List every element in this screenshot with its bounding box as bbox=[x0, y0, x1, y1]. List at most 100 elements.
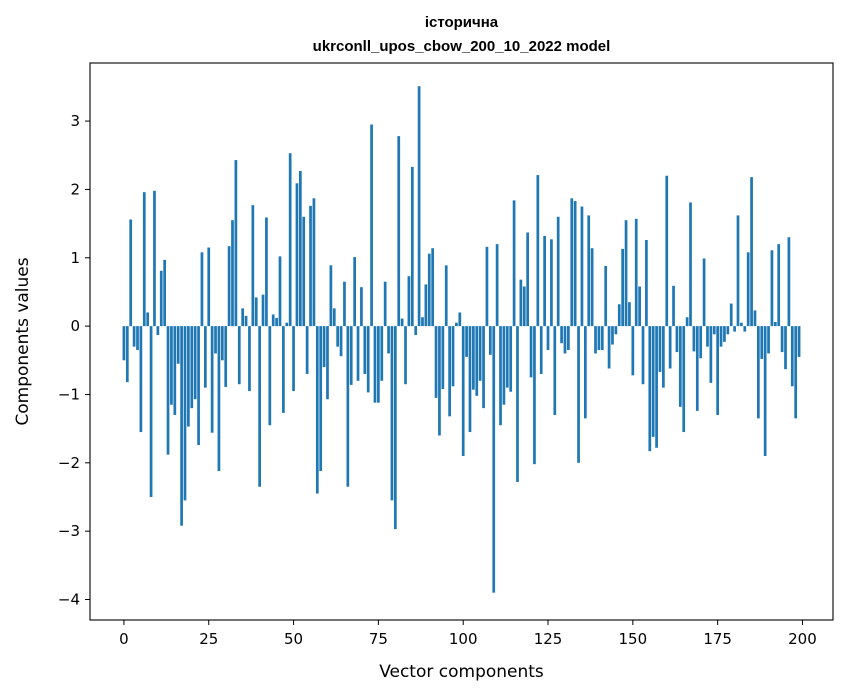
bar bbox=[539, 326, 543, 374]
bar bbox=[387, 326, 390, 354]
x-tick-label: 175 bbox=[703, 630, 732, 648]
bar bbox=[516, 326, 519, 482]
bar bbox=[282, 326, 285, 413]
bar bbox=[692, 326, 696, 352]
bar bbox=[706, 326, 709, 347]
x-tick-label: 100 bbox=[449, 630, 478, 648]
bar bbox=[495, 244, 499, 327]
bar bbox=[251, 205, 255, 327]
bar bbox=[207, 247, 211, 327]
chart-title-line-2: ukrconll_upos_cbow_200_10_2022 model bbox=[313, 38, 611, 55]
bar bbox=[689, 202, 692, 327]
bar bbox=[434, 326, 438, 398]
bar bbox=[366, 326, 370, 393]
bar bbox=[719, 326, 723, 347]
bar bbox=[712, 326, 716, 335]
bar bbox=[614, 326, 618, 335]
bar bbox=[302, 216, 306, 327]
bar bbox=[336, 326, 340, 347]
bar bbox=[197, 326, 200, 446]
bar bbox=[543, 235, 546, 327]
bar bbox=[156, 326, 160, 336]
bar bbox=[329, 265, 333, 327]
bar bbox=[210, 326, 214, 433]
bar bbox=[526, 232, 530, 327]
bar bbox=[203, 326, 207, 388]
bar bbox=[519, 279, 523, 327]
bar bbox=[397, 136, 401, 327]
bar bbox=[529, 326, 533, 378]
bar bbox=[136, 326, 139, 351]
bar bbox=[655, 326, 658, 448]
bar bbox=[380, 326, 384, 381]
bar bbox=[461, 326, 465, 456]
bar bbox=[241, 308, 245, 327]
bar bbox=[780, 326, 784, 353]
bar bbox=[736, 215, 740, 327]
bar bbox=[231, 220, 234, 327]
bar bbox=[699, 326, 703, 359]
bar bbox=[492, 326, 496, 593]
bar bbox=[448, 326, 451, 417]
x-tick-label: 0 bbox=[119, 630, 129, 648]
bar bbox=[346, 326, 350, 487]
bar bbox=[356, 326, 360, 381]
bar bbox=[740, 322, 743, 327]
bar bbox=[770, 250, 774, 327]
bar bbox=[746, 252, 750, 327]
bar bbox=[658, 326, 662, 372]
bar bbox=[743, 326, 747, 332]
bar bbox=[794, 326, 798, 419]
bar bbox=[176, 326, 180, 364]
x-tick-label: 75 bbox=[369, 630, 388, 648]
bar bbox=[149, 326, 153, 497]
bar bbox=[522, 286, 526, 327]
bar bbox=[777, 244, 781, 327]
bar bbox=[760, 326, 764, 359]
bar bbox=[475, 326, 479, 396]
bar bbox=[465, 326, 468, 357]
bar bbox=[763, 326, 767, 456]
bar bbox=[451, 326, 455, 387]
bar bbox=[254, 297, 258, 327]
bar bbox=[617, 304, 621, 327]
bar bbox=[292, 326, 295, 392]
bar bbox=[716, 326, 720, 415]
bar bbox=[533, 326, 536, 465]
bar bbox=[553, 326, 557, 415]
bar bbox=[170, 326, 173, 405]
bar bbox=[726, 326, 730, 335]
bar bbox=[407, 276, 411, 327]
bar bbox=[417, 86, 421, 327]
bar bbox=[641, 326, 645, 385]
bar bbox=[132, 326, 136, 347]
y-tick-label: 1 bbox=[70, 249, 80, 267]
bar bbox=[723, 326, 726, 342]
bar bbox=[458, 312, 462, 327]
bar bbox=[621, 248, 625, 327]
bar bbox=[309, 205, 312, 327]
bar bbox=[757, 326, 760, 419]
plot-frame bbox=[89, 62, 834, 621]
bar bbox=[377, 326, 380, 403]
bar bbox=[668, 326, 672, 369]
bar bbox=[488, 326, 492, 355]
bar bbox=[604, 265, 608, 327]
bar bbox=[634, 218, 638, 327]
bar bbox=[129, 219, 133, 327]
bar bbox=[695, 326, 699, 411]
bar bbox=[404, 326, 407, 385]
bar bbox=[590, 248, 594, 327]
bar bbox=[163, 259, 166, 327]
bar bbox=[729, 303, 733, 327]
bar bbox=[217, 326, 221, 472]
bar bbox=[271, 314, 275, 327]
bar bbox=[146, 312, 150, 327]
bar bbox=[421, 317, 424, 327]
bar bbox=[139, 326, 143, 433]
bar bbox=[339, 326, 343, 357]
bar bbox=[645, 240, 648, 327]
bar bbox=[556, 216, 560, 327]
y-tick-label: −3 bbox=[58, 522, 80, 540]
bar bbox=[787, 237, 791, 327]
